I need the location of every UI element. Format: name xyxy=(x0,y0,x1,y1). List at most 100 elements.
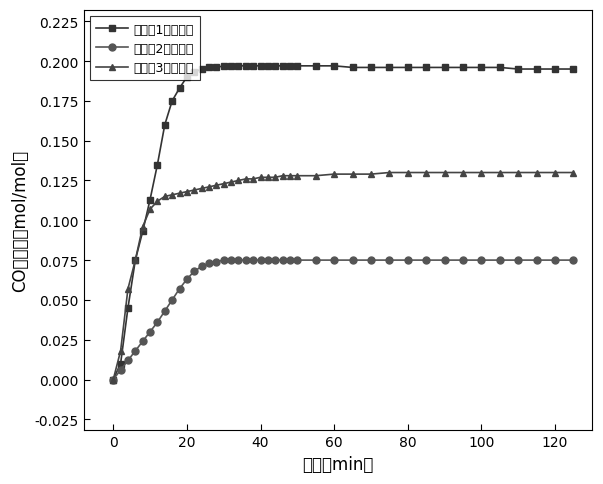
对比例2制备材料 xyxy=(168,297,175,303)
对比例2制备材料 xyxy=(441,257,448,263)
对比例2制备材料 xyxy=(220,257,227,263)
实施例1制备材料 xyxy=(423,65,430,71)
对比例3制备材料 xyxy=(168,193,175,198)
对比例3制备材料 xyxy=(478,170,485,176)
实施例1制备材料 xyxy=(131,257,139,263)
对比例2制备材料 xyxy=(286,257,294,263)
对比例2制备材料 xyxy=(235,257,242,263)
对比例3制备材料 xyxy=(117,348,124,354)
对比例2制备材料 xyxy=(117,367,124,373)
实施例1制备材料 xyxy=(330,64,338,70)
实施例1制备材料 xyxy=(213,65,220,71)
对比例2制备材料 xyxy=(533,257,540,263)
对比例2制备材料 xyxy=(242,257,250,263)
Line: 对比例2制备材料: 对比例2制备材料 xyxy=(110,257,577,383)
对比例2制备材料 xyxy=(176,286,183,292)
X-axis label: 时间（min）: 时间（min） xyxy=(302,455,373,473)
实施例1制备材料 xyxy=(264,64,271,70)
实施例1制备材料 xyxy=(154,162,161,168)
实施例1制备材料 xyxy=(220,64,227,70)
对比例2制备材料 xyxy=(110,377,117,383)
对比例2制备材料 xyxy=(213,259,220,265)
实施例1制备材料 xyxy=(206,65,213,71)
对比例2制备材料 xyxy=(496,257,504,263)
实施例1制备材料 xyxy=(198,67,205,73)
对比例2制备材料 xyxy=(161,308,168,314)
对比例2制备材料 xyxy=(404,257,411,263)
对比例2制备材料 xyxy=(312,257,320,263)
对比例2制备材料 xyxy=(198,264,205,270)
对比例3制备材料 xyxy=(242,177,250,182)
对比例2制备材料 xyxy=(206,261,213,267)
实施例1制备材料 xyxy=(533,67,540,73)
对比例3制备材料 xyxy=(264,175,271,181)
实施例1制备材料 xyxy=(227,64,235,70)
实施例1制备材料 xyxy=(286,64,294,70)
实施例1制备材料 xyxy=(117,361,124,367)
对比例2制备材料 xyxy=(154,319,161,325)
实施例1制备材料 xyxy=(312,64,320,70)
实施例1制备材料 xyxy=(294,64,301,70)
对比例2制备材料 xyxy=(139,339,147,345)
对比例3制备材料 xyxy=(459,170,467,176)
对比例3制备材料 xyxy=(294,173,301,179)
对比例3制备材料 xyxy=(257,175,264,181)
对比例2制备材料 xyxy=(147,329,154,335)
对比例3制备材料 xyxy=(570,170,577,176)
对比例3制备材料 xyxy=(198,186,205,192)
对比例3制备材料 xyxy=(131,257,139,263)
对比例2制备材料 xyxy=(552,257,559,263)
实施例1制备材料 xyxy=(147,197,154,203)
对比例2制备材料 xyxy=(124,358,131,363)
实施例1制备材料 xyxy=(257,64,264,70)
对比例3制备材料 xyxy=(404,170,411,176)
对比例3制备材料 xyxy=(279,173,286,179)
对比例2制备材料 xyxy=(271,257,279,263)
对比例3制备材料 xyxy=(139,224,147,230)
实施例1制备材料 xyxy=(552,67,559,73)
对比例3制备材料 xyxy=(176,191,183,197)
对比例3制备材料 xyxy=(286,173,294,179)
实施例1制备材料 xyxy=(478,65,485,71)
对比例3制备材料 xyxy=(423,170,430,176)
对比例3制备材料 xyxy=(271,175,279,181)
对比例2制备材料 xyxy=(183,277,191,283)
实施例1制备材料 xyxy=(349,65,356,71)
对比例2制备材料 xyxy=(264,257,271,263)
对比例3制备材料 xyxy=(124,286,131,292)
对比例3制备材料 xyxy=(154,199,161,205)
实施例1制备材料 xyxy=(404,65,411,71)
对比例3制备材料 xyxy=(191,188,198,194)
对比例3制备材料 xyxy=(227,180,235,185)
对比例2制备材料 xyxy=(423,257,430,263)
实施例1制备材料 xyxy=(279,64,286,70)
实施例1制备材料 xyxy=(250,64,257,70)
实施例1制备材料 xyxy=(271,64,279,70)
对比例2制备材料 xyxy=(294,257,301,263)
实施例1制备材料 xyxy=(459,65,467,71)
对比例3制备材料 xyxy=(533,170,540,176)
对比例3制备材料 xyxy=(213,183,220,189)
对比例3制备材料 xyxy=(330,172,338,178)
实施例1制备材料 xyxy=(139,229,147,235)
对比例2制备材料 xyxy=(330,257,338,263)
对比例3制备材料 xyxy=(110,377,117,383)
实施例1制备材料 xyxy=(124,305,131,311)
对比例3制备材料 xyxy=(514,170,522,176)
实施例1制备材料 xyxy=(235,64,242,70)
对比例2制备材料 xyxy=(250,257,257,263)
Line: 实施例1制备材料: 实施例1制备材料 xyxy=(110,63,577,383)
对比例3制备材料 xyxy=(496,170,504,176)
对比例2制备材料 xyxy=(131,348,139,354)
对比例2制备材料 xyxy=(257,257,264,263)
对比例3制备材料 xyxy=(147,207,154,212)
对比例3制备材料 xyxy=(206,184,213,190)
Y-axis label: CO吸附量（mol/mol）: CO吸附量（mol/mol） xyxy=(11,150,29,292)
实施例1制备材料 xyxy=(183,75,191,81)
对比例2制备材料 xyxy=(279,257,286,263)
对比例3制备材料 xyxy=(441,170,448,176)
对比例2制备材料 xyxy=(227,257,235,263)
对比例3制备材料 xyxy=(312,173,320,179)
对比例3制备材料 xyxy=(161,194,168,200)
对比例2制备材料 xyxy=(570,257,577,263)
